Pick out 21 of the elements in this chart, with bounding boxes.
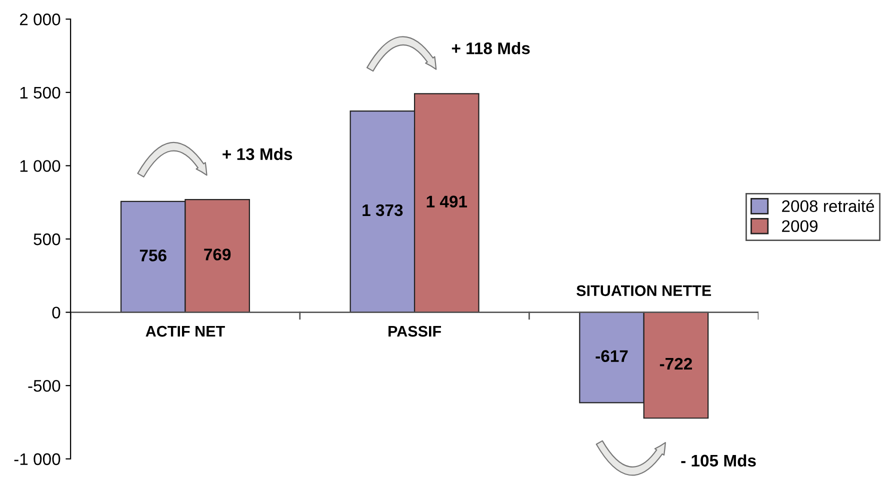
y-tick-label: 500 <box>34 233 60 246</box>
y-tick-label: 1 500 <box>20 86 60 99</box>
annotation: + 13 Mds <box>222 148 292 160</box>
y-tick-label: 2 000 <box>20 14 60 26</box>
data-label: -617 <box>596 350 628 362</box>
x-tick-label: SITUATION NETTE <box>576 285 712 296</box>
x-tick-label: ACTIF NET <box>146 326 225 337</box>
y-tick-label: -1 000 <box>14 453 60 466</box>
y-tick-label: 0 <box>52 306 60 318</box>
y-tick-label: 1 000 <box>20 160 60 172</box>
y-tick-label: -500 <box>28 380 60 392</box>
data-label: 756 <box>140 250 166 262</box>
data-label: -722 <box>660 358 692 370</box>
data-label: 1 491 <box>426 196 468 208</box>
x-tick-label: PASSIF <box>388 326 442 337</box>
legend-label: 2009 <box>782 220 818 232</box>
data-label: 769 <box>204 248 231 260</box>
annotation: + 118 Mds <box>452 42 530 54</box>
data-label: 1 373 <box>362 204 403 216</box>
legend-label: 2008 retraité <box>782 200 874 212</box>
annotation: - 105 Mds <box>681 454 756 467</box>
